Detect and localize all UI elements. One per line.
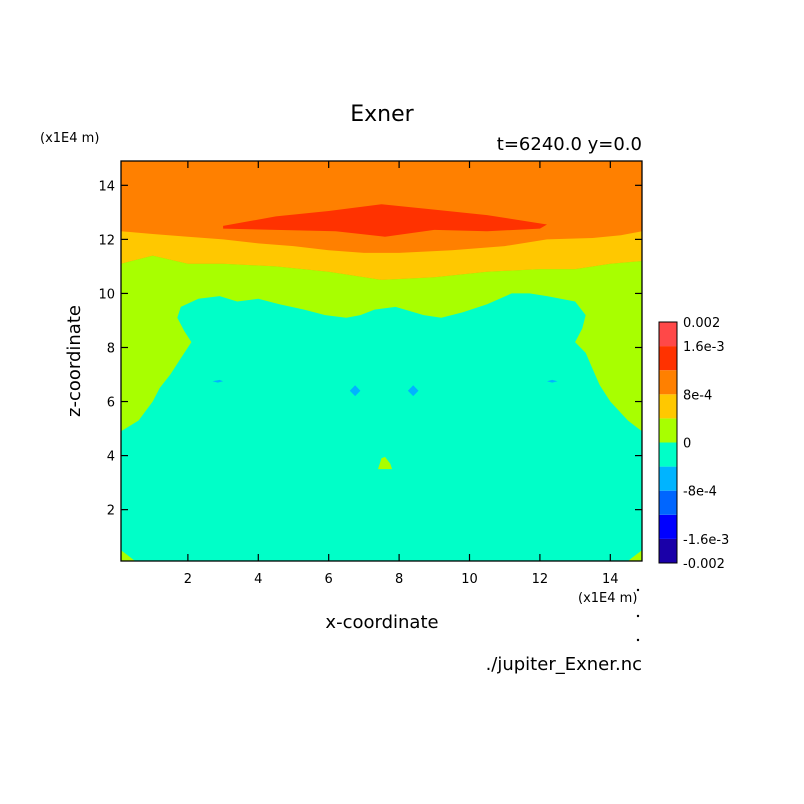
y-unit-label: (x1E4 m) [40, 131, 99, 146]
corner-dot [636, 614, 640, 618]
colorbar [658, 321, 678, 564]
band-minus-8e-4-to-minus-4e-4-dot-left [212, 379, 224, 383]
colorbar-swatch [659, 538, 677, 563]
y-axis-label: z-coordinate [64, 305, 85, 417]
colorbar-swatch [659, 322, 677, 347]
band-1.2e-3-to-1.6e-3 [223, 204, 547, 237]
y-tick-label: 2 [107, 504, 115, 519]
colorbar-tick-label: 0.002 [683, 316, 720, 331]
y-tick-label: 8 [107, 341, 115, 356]
x-unit-label: (x1E4 m) [578, 591, 637, 606]
colorbar-swatch [659, 370, 677, 395]
corner-dot [636, 588, 640, 592]
x-tick-label: 10 [461, 572, 478, 587]
x-tick-label: 4 [254, 572, 262, 587]
x-tick-label: 8 [395, 572, 403, 587]
colorbar-tick-label: -0.002 [683, 557, 725, 572]
y-tick-label: 14 [98, 179, 115, 194]
corner-dot [636, 638, 640, 642]
x-tick-label: 14 [602, 572, 619, 587]
colorbar-swatch [659, 514, 677, 539]
chart-subtitle: t=6240.0 y=0.0 [497, 134, 642, 155]
y-tick-label: 12 [98, 233, 115, 248]
y-tick-label: 4 [107, 450, 115, 465]
colorbar-tick-label: 8e-4 [683, 388, 712, 403]
colorbar-swatch [659, 442, 677, 467]
colorbar-tick-label: 0 [683, 437, 691, 452]
colorbar-swatch [659, 466, 677, 491]
x-tick-label: 2 [184, 572, 192, 587]
band-minus-8e-4-to-minus-4e-4-dot-right [547, 379, 558, 383]
band-minus-4e-4-to-0 [121, 293, 642, 561]
colorbar-swatch [659, 490, 677, 515]
colorbar-tick-label: 1.6e-3 [683, 340, 725, 355]
chart-title: Exner [350, 102, 414, 127]
x-axis-label: x-coordinate [325, 612, 438, 633]
band-0-to-4e-4-spot [378, 456, 393, 470]
band-4e-4-to-8e-4 [121, 231, 642, 280]
plot-frame [120, 160, 643, 562]
colorbar-labels: 0.002 1.6e-3 8e-4 0 -8e-4 -1.6e-3 -0.002 [683, 316, 729, 572]
y-axis-ticks: 2 4 6 8 10 12 14 [98, 179, 642, 519]
contour-regions [121, 161, 642, 561]
y-tick-label: 6 [107, 396, 115, 411]
band-minus-8e-4-to-minus-4e-4-left [349, 385, 361, 397]
x-tick-label: 6 [325, 572, 333, 587]
colorbar-swatch [659, 418, 677, 443]
x-axis-ticks: 2 4 6 8 10 12 14 [184, 161, 619, 587]
colorbar-swatch [659, 346, 677, 371]
band-minus-8e-4-to-minus-4e-4-right [407, 385, 419, 397]
y-tick-label: 10 [98, 287, 115, 302]
colorbar-frame [658, 321, 678, 564]
colorbar-tick-label: -8e-4 [683, 485, 717, 500]
footer-filename: ./jupiter_Exner.nc [486, 654, 642, 675]
colorbar-tick-label: -1.6e-3 [683, 533, 729, 548]
x-tick-label: 12 [532, 572, 549, 587]
colorbar-swatch [659, 394, 677, 419]
